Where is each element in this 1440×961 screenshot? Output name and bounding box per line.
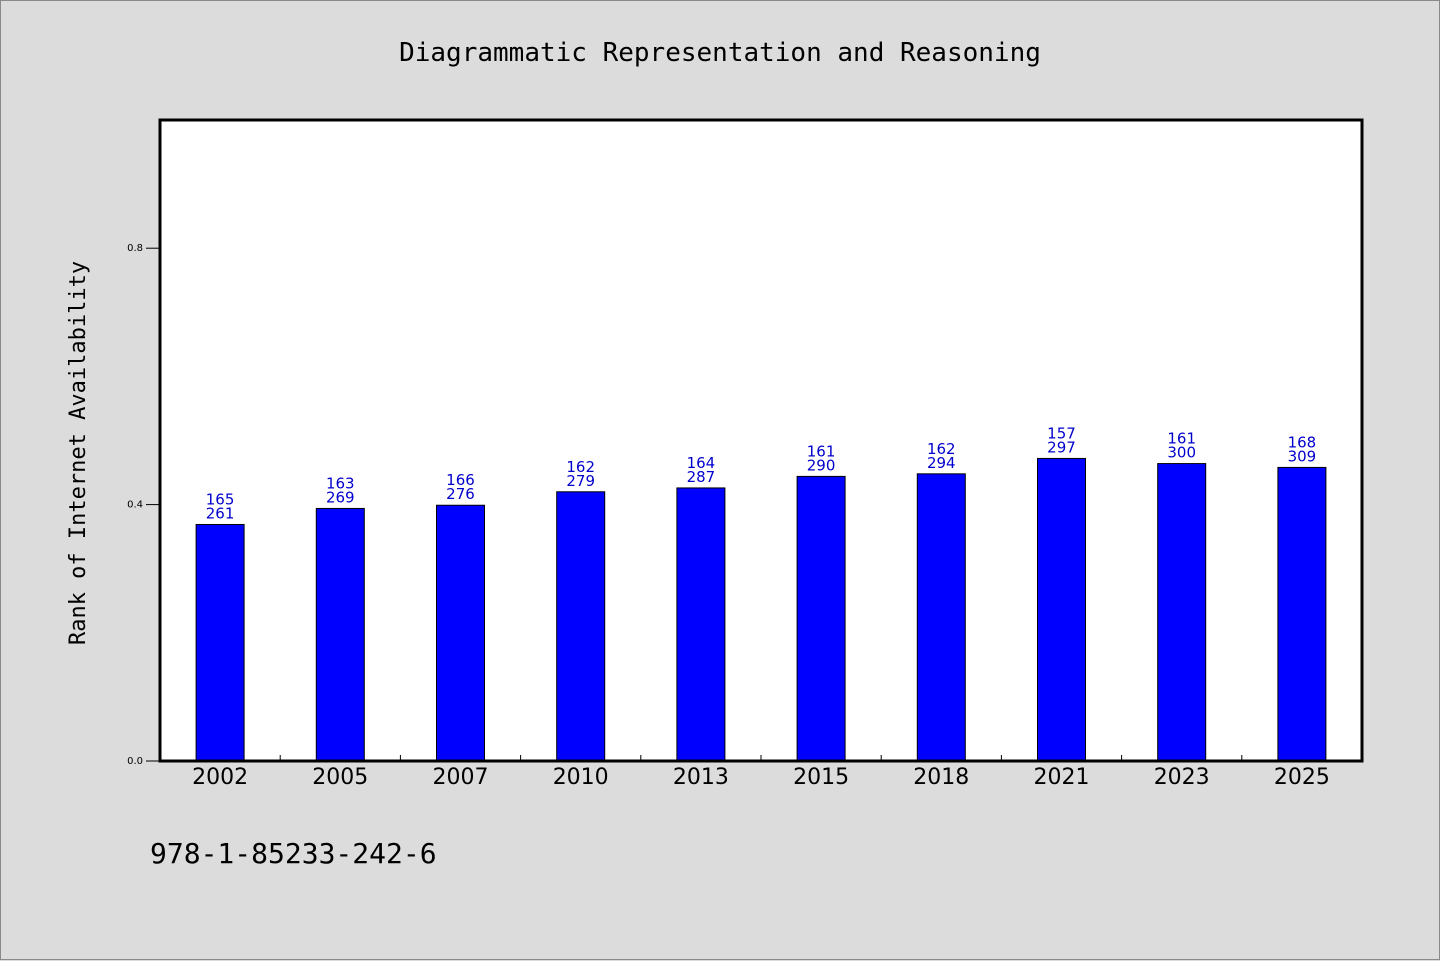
- x-tick-label-2007: 2007: [433, 765, 489, 790]
- plot-border: [158, 118, 1364, 763]
- x-tick-label-2010: 2010: [553, 765, 609, 790]
- bar-annotation-top-2013: 164: [687, 454, 716, 472]
- ticks-layer: 2002 2005 2007 2010 2013 2015 2018 2021 2023 2025…: [127, 243, 1330, 790]
- bar-annotation-bottom-2007: 276: [446, 485, 475, 503]
- isbn-footer: 978-1-85233-242-6: [150, 837, 437, 870]
- data-labels-layer: 1652611632691662761622791642871612901622…: [206, 424, 1316, 522]
- bar-annotation-top-2010: 162: [566, 458, 595, 476]
- bar-annotation-top-2023: 161: [1167, 430, 1196, 448]
- bar-annotation-bottom-2025: 309: [1288, 447, 1317, 465]
- bar-annotation-bottom-2023: 300: [1167, 444, 1196, 462]
- bar-annotation-top-2007: 166: [446, 471, 475, 489]
- bar-2007: [436, 504, 485, 762]
- x-tick-label-2023: 2023: [1154, 765, 1210, 790]
- bar-annotation-top-2018: 162: [927, 440, 956, 458]
- bar-2015: [796, 475, 846, 762]
- bar-annotation-bottom-2021: 297: [1047, 438, 1076, 456]
- bar-annotation-top-2025: 168: [1288, 433, 1317, 451]
- bar-annotation-bottom-2010: 279: [566, 472, 595, 490]
- x-tick-label-2021: 2021: [1034, 765, 1090, 790]
- y-tick-label: 0.0: [127, 756, 143, 767]
- x-tick-label-2005: 2005: [312, 765, 368, 790]
- y-axis-label: Rank of Internet Availability: [66, 261, 91, 645]
- bar-annotation-bottom-2013: 287: [687, 468, 716, 486]
- x-tick-label-2018: 2018: [913, 765, 969, 790]
- y-tick-label: 0.4: [127, 500, 143, 511]
- x-tick-label-2013: 2013: [673, 765, 729, 790]
- chart-title: Diagrammatic Representation and Reasonin…: [399, 38, 1041, 68]
- x-tick-label-2025: 2025: [1274, 765, 1330, 790]
- bar-2023: [1157, 463, 1207, 762]
- bar-2025: [1277, 466, 1327, 762]
- bar-annotation-bottom-2005: 269: [326, 488, 355, 506]
- bar-2010: [556, 491, 606, 762]
- bar-annotation-top-2002: 165: [206, 490, 235, 508]
- x-tick-label-2015: 2015: [793, 765, 849, 790]
- y-tick-label: 0.8: [127, 243, 143, 254]
- bar-annotation-top-2005: 163: [326, 474, 355, 492]
- bars-layer: [195, 457, 1327, 762]
- x-tick-label-2002: 2002: [192, 765, 248, 790]
- bar-2021: [1037, 457, 1086, 762]
- bar-2002: [195, 523, 245, 762]
- bar-annotation-bottom-2002: 261: [206, 504, 235, 522]
- bar-2018: [916, 473, 966, 762]
- bar-2005: [315, 507, 365, 762]
- bar-annotation-bottom-2015: 290: [807, 456, 836, 474]
- bar-annotation-top-2021: 157: [1047, 424, 1076, 442]
- bar-2013: [676, 487, 726, 762]
- bar-annotation-bottom-2018: 294: [927, 454, 956, 472]
- bar-annotation-top-2015: 161: [807, 442, 836, 460]
